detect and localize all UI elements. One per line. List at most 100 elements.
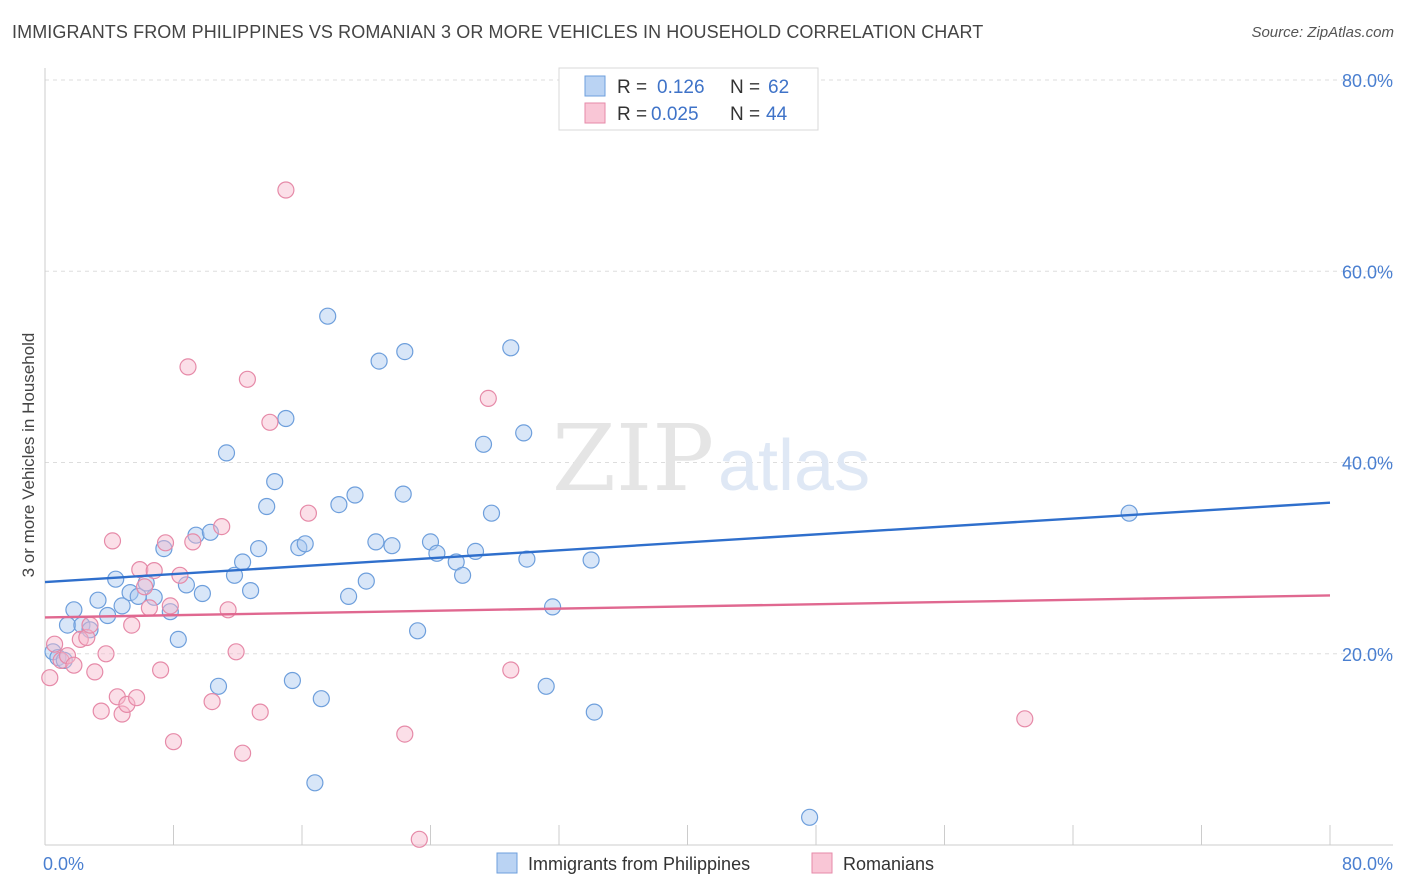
legend-r-label-romanians: R = [617,104,647,125]
point-philippines-51 [466,542,485,561]
bottom-legend-swatch-philippines [496,852,518,874]
point-philippines-52 [474,435,493,453]
point-philippines-54 [502,339,520,357]
point-philippines-60 [585,703,603,721]
data-points [41,181,1138,848]
point-romanians-11 [103,532,122,550]
legend-swatch-romanians [584,102,606,124]
gridlines [45,79,1393,655]
y-tick-label-2: 60.0% [1342,262,1393,282]
point-philippines-7 [89,591,107,609]
point-philippines-38 [340,587,358,606]
point-philippines-25 [234,553,252,571]
point-romanians-24 [164,733,183,751]
point-philippines-27 [250,539,268,558]
bottom-legend-label-philippines: Immigrants from Philippines [528,854,750,874]
legend-r-value-romanians: 0.025 [651,104,699,125]
trend-lines [44,501,1331,619]
point-philippines-4 [65,601,83,619]
legend: R = 0.126 N = 62 R = 0.025 N = 44 [558,67,819,131]
point-romanians-41 [502,661,520,679]
point-philippines-30 [277,409,295,428]
point-romanians-21 [152,661,170,679]
trend-line-philippines [44,501,1331,584]
legend-n-label-philippines: N = [730,77,760,98]
y-tick-label-3: 80.0% [1342,71,1393,91]
point-romanians-1 [45,635,64,653]
point-philippines-43 [383,537,401,555]
point-romanians-28 [203,692,221,711]
point-romanians-7 [81,616,99,634]
y-tick-label-1: 40.0% [1342,454,1393,474]
point-philippines-33 [296,535,314,553]
point-romanians-40 [479,389,497,407]
point-philippines-3 [58,616,77,634]
point-romanians-14 [118,695,136,714]
point-romanians-32 [234,744,252,762]
point-philippines-41 [367,533,385,551]
point-philippines-62 [1120,504,1138,522]
point-philippines-26 [242,581,260,600]
point-romanians-42 [1016,710,1034,728]
point-philippines-45 [396,343,414,361]
point-romanians-27 [184,533,202,551]
bottom-legend: Immigrants from Philippines Romanians [496,852,934,874]
point-romanians-26 [179,358,197,376]
point-philippines-36 [319,307,337,325]
point-romanians-35 [261,413,279,431]
point-romanians-9 [92,702,110,720]
axes [44,68,1393,846]
point-philippines-31 [283,671,301,690]
point-philippines-53 [482,504,501,522]
point-philippines-55 [515,424,533,442]
point-philippines-18 [177,576,195,594]
point-philippines-46 [409,622,427,640]
point-romanians-4 [65,656,83,674]
point-philippines-39 [346,486,364,504]
point-philippines-34 [306,774,324,792]
point-philippines-17 [169,630,187,649]
point-philippines-59 [582,551,600,569]
point-philippines-42 [370,352,388,370]
point-philippines-15 [155,539,173,558]
legend-r-value-philippines: 0.126 [657,77,705,98]
point-romanians-8 [86,663,104,681]
point-philippines-61 [800,808,819,826]
point-romanians-34 [251,703,269,721]
point-romanians-31 [227,643,245,661]
point-philippines-35 [312,690,330,708]
point-romanians-22 [156,534,175,552]
point-romanians-29 [213,517,231,536]
point-philippines-50 [454,566,472,584]
point-philippines-58 [543,598,562,616]
watermark-zip: ZIP [552,405,714,512]
legend-swatch-philippines [584,75,606,97]
point-philippines-37 [330,496,348,514]
point-romanians-38 [396,725,414,743]
point-romanians-16 [128,689,146,707]
legend-r-label-philippines: R = [617,77,647,98]
point-romanians-37 [299,504,317,522]
point-philippines-20 [193,584,211,603]
legend-n-label-romanians: N = [730,104,760,125]
point-romanians-25 [171,566,189,584]
point-romanians-33 [238,370,256,388]
point-romanians-15 [123,616,141,634]
trend-line-romanians [44,594,1331,619]
source-label: Source: ZipAtlas.com [1251,24,1394,41]
point-romanians-0 [41,669,59,687]
point-philippines-11 [121,583,139,602]
point-philippines-57 [537,677,555,695]
y-axis-title: 3 or more Vehicles in Household [19,333,38,578]
y-tick-label-0: 20.0% [1342,645,1393,665]
point-philippines-40 [357,572,375,590]
point-romanians-17 [131,560,149,579]
point-romanians-3 [58,647,77,665]
point-romanians-36 [277,181,295,199]
bottom-legend-label-romanians: Romanians [843,854,934,874]
point-romanians-5 [71,630,89,649]
legend-n-value-romanians: 44 [766,104,788,125]
watermark-atlas: atlas [718,426,870,506]
point-romanians-10 [97,645,115,663]
